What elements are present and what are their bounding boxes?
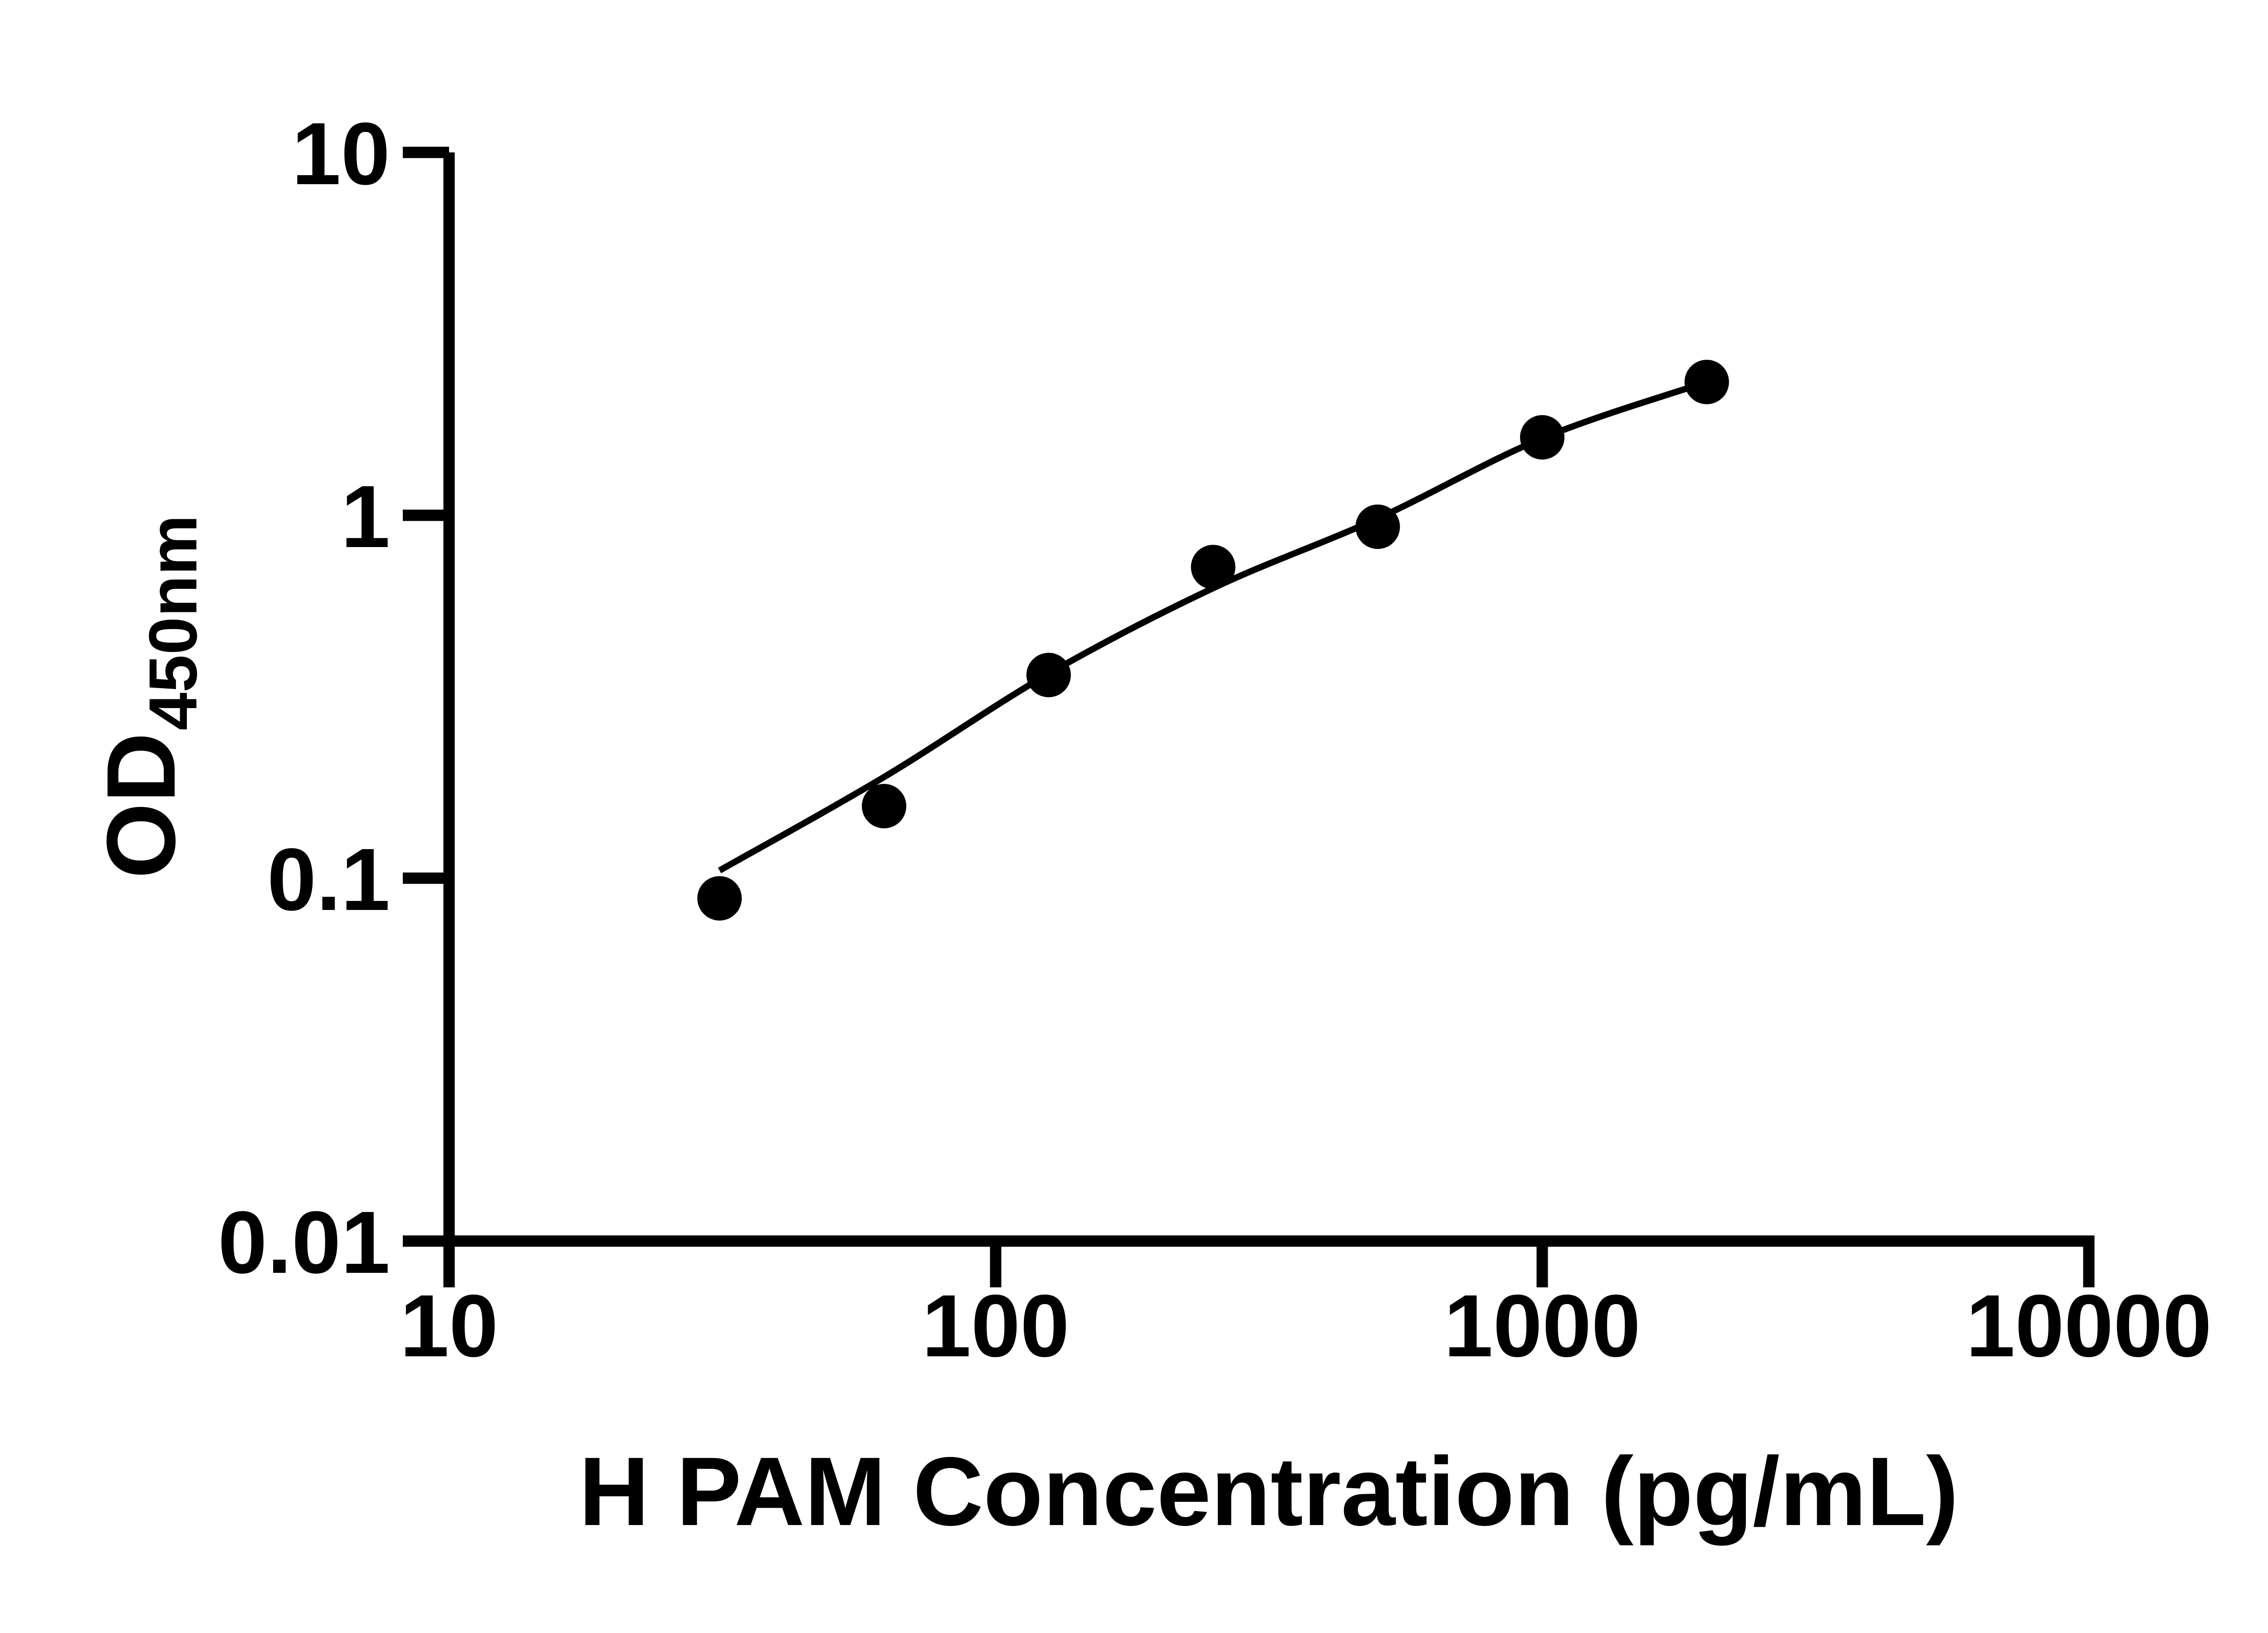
x-tick-label: 100 — [922, 1276, 1069, 1375]
x-axis-title: H PAM Concentration (pg/mL) — [579, 1437, 1959, 1546]
data-point — [697, 876, 742, 921]
data-point — [1684, 360, 1729, 405]
data-points — [697, 360, 1729, 921]
y-tick-label: 1 — [341, 467, 390, 566]
x-tick-label: 10000 — [1966, 1276, 2212, 1375]
data-point — [1520, 415, 1564, 460]
axis-ticks — [403, 147, 2095, 1287]
y-tick-label: 10 — [292, 104, 390, 203]
data-point — [862, 784, 906, 829]
y-tick-label: 0.01 — [218, 1193, 390, 1292]
data-point — [1026, 653, 1071, 698]
y-axis-title: OD 450nm — [86, 515, 211, 879]
axes — [443, 152, 2095, 1247]
y-axis-title-main: OD — [86, 733, 196, 879]
x-tick-label: 10 — [400, 1276, 499, 1375]
data-point — [1191, 545, 1236, 590]
y-tick-label: 0.1 — [267, 830, 390, 929]
y-axis-title-subscript: 450nm — [135, 515, 211, 730]
x-tick-label: 1000 — [1444, 1276, 1641, 1375]
data-point — [1355, 504, 1400, 549]
